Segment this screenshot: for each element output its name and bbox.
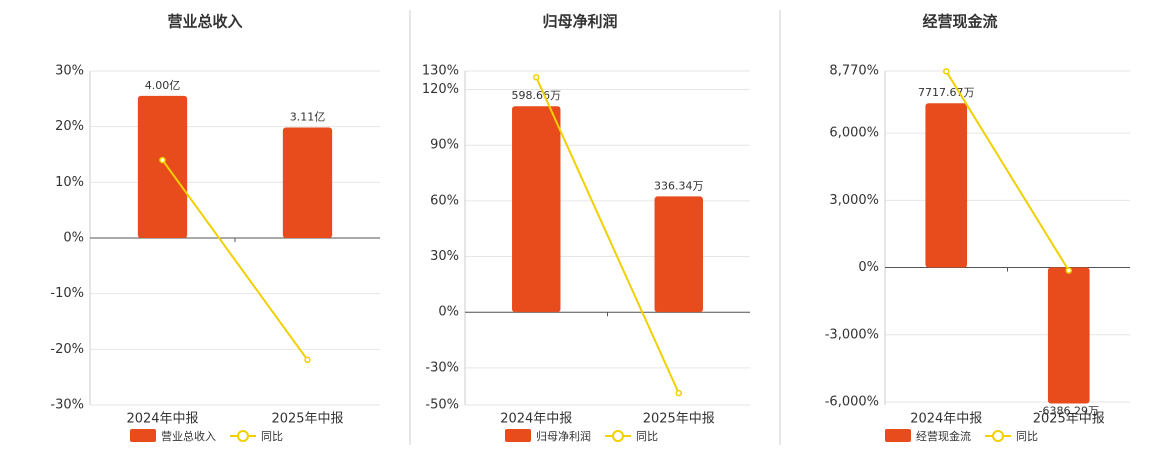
y-tick-label: 8,770%	[829, 64, 879, 79]
point	[675, 389, 682, 397]
bar	[512, 106, 561, 313]
x-tick-label: 2024年中报	[500, 412, 572, 427]
chart-title: 经营现金流	[922, 13, 997, 31]
point	[943, 68, 950, 75]
y-tick-label: -3,000%	[825, 327, 879, 342]
y-tick-label: 130%	[422, 64, 459, 79]
y-tick-label: -10%	[50, 286, 84, 301]
line	[945, 70, 1070, 272]
y-tick-label: 20%	[55, 119, 84, 134]
y-tick-label: 60%	[430, 193, 459, 208]
x-tick-label: 2025年中报	[643, 412, 715, 427]
value-label: 336.34万	[654, 179, 704, 192]
value-label: 3.11亿	[290, 110, 326, 123]
y-tick-label: 30%	[430, 249, 459, 264]
y-tick-label: 6,000%	[829, 126, 879, 141]
y-tick-label: -20%	[50, 342, 84, 357]
bar	[925, 103, 968, 268]
y-tick-label: 10%	[55, 175, 84, 190]
point	[1065, 267, 1072, 274]
legend-label: 经营现金流	[916, 429, 971, 443]
y-tick-label: 0%	[858, 260, 879, 275]
legend-swatch	[612, 430, 624, 442]
y-tick-label: -50%	[425, 398, 459, 413]
bar	[282, 127, 333, 238]
y-tick-label: 0%	[63, 231, 84, 246]
line	[535, 76, 680, 394]
point	[159, 156, 166, 164]
legend-label: 同比	[636, 430, 658, 443]
y-tick-label: -30%	[50, 398, 84, 413]
y-tick-label: 120%	[422, 82, 459, 97]
chart-title: 营业总收入	[167, 13, 242, 31]
value-label: 598.66万	[512, 89, 562, 102]
legend-swatch	[130, 429, 156, 442]
x-tick-label: 2025年中报	[271, 412, 343, 427]
value-label: -6386.29万	[1039, 405, 1099, 418]
y-tick-label: 0%	[438, 305, 459, 320]
legend-swatch	[992, 430, 1004, 442]
legend-label: 同比	[1016, 430, 1038, 443]
y-tick-label: 90%	[430, 138, 459, 153]
y-tick-label: 30%	[55, 64, 84, 79]
point	[533, 74, 540, 81]
y-tick-label: -30%	[425, 360, 459, 375]
legend-label: 归母净利润	[536, 429, 591, 443]
x-tick-label: 2024年中报	[126, 412, 198, 427]
legend-swatch	[885, 429, 911, 442]
legend-label: 同比	[261, 430, 283, 443]
bar	[1047, 267, 1090, 404]
bar	[137, 95, 188, 238]
legend-swatch	[505, 429, 531, 442]
value-label: 4.00亿	[145, 79, 181, 92]
legend-label: 营业总收入	[161, 429, 216, 443]
chart-title: 归母净利润	[542, 13, 617, 31]
line	[161, 159, 309, 361]
x-tick-label: 2024年中报	[910, 412, 982, 427]
point	[304, 356, 311, 364]
y-tick-label: 3,000%	[829, 193, 879, 208]
y-tick-label: -6,000%	[825, 395, 879, 410]
value-label: 7717.67万	[918, 86, 975, 99]
bar	[654, 196, 703, 313]
x-tick-label: 2025年中报	[1033, 412, 1105, 427]
legend-swatch	[237, 430, 249, 442]
